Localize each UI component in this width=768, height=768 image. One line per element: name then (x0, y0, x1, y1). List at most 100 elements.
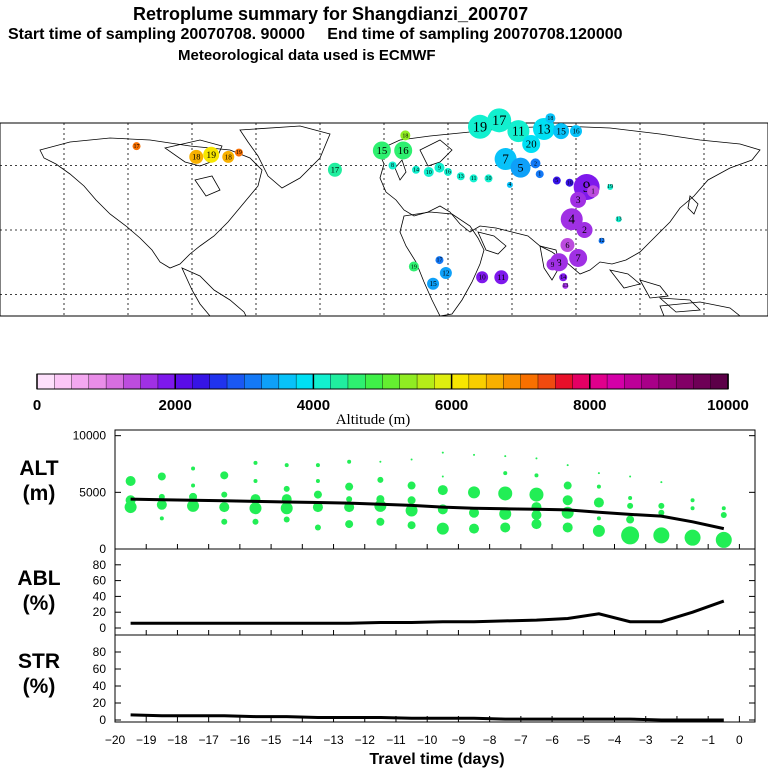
alt-particle (376, 517, 385, 526)
map-point (234, 148, 243, 157)
map-point-label: 18 (402, 133, 408, 139)
map-point (494, 270, 509, 285)
alt-particle (720, 512, 727, 518)
alt-particle (314, 524, 321, 531)
chart-title: Retroplume summary for Shangdianzi_20070… (133, 4, 529, 24)
map-point (522, 135, 541, 153)
map-point-label: 8 (391, 163, 394, 169)
alt-particle (566, 464, 569, 467)
y-tick-label: 60 (93, 574, 107, 588)
colorbar-cell (451, 373, 470, 390)
alt-particle (563, 481, 572, 490)
x-tick-label: 0 (736, 733, 743, 747)
alt-unit: (m) (23, 482, 56, 505)
alt-particle (219, 502, 230, 513)
colorbar-cell (192, 373, 211, 390)
map-point-label: 3 (576, 195, 581, 206)
map-point-label: 18 (547, 116, 553, 122)
y-tick-label: 0 (99, 713, 106, 727)
map-point-label: 16 (445, 170, 451, 176)
colorbar-cell (555, 373, 574, 390)
map-point (388, 161, 397, 170)
alt-particle (441, 451, 444, 454)
alt-particle (629, 475, 632, 478)
map-point-label: 13 (616, 216, 622, 222)
alt-particle (191, 483, 196, 488)
series-line-abl (130, 599, 725, 625)
y-tick-label: 5000 (79, 485, 106, 499)
map-point-label: 10 (486, 176, 492, 182)
map-point (587, 185, 600, 198)
alt-particle (715, 531, 732, 548)
map-point (546, 258, 559, 271)
map-point (487, 108, 512, 133)
alt-scatter (124, 451, 732, 548)
alt-particle (284, 463, 289, 468)
alt-particle (690, 498, 695, 503)
colorbar-label: Altitude (m) (336, 412, 411, 428)
alt-particle (187, 499, 200, 512)
map-point-label: 19 (411, 265, 417, 271)
map-point-label: 17 (134, 144, 140, 150)
alt-particle (628, 496, 633, 500)
map-point-label: 1 (538, 172, 541, 178)
x-tick-label: −6 (545, 733, 559, 747)
alt-particle (531, 519, 542, 530)
alt-particle (159, 516, 164, 521)
alt-particle (473, 453, 476, 456)
alt-particle (312, 502, 323, 513)
colorbar-cell (641, 373, 660, 390)
map-point (476, 271, 489, 284)
map-point-label: 15 (376, 145, 387, 157)
colorbar-cell (485, 373, 505, 390)
map-point-label: 14 (413, 167, 419, 173)
alt-particle (405, 504, 418, 517)
map-point (469, 174, 478, 183)
colorbar-cell (54, 373, 73, 390)
colorbar-tick-label: 10000 (707, 397, 749, 414)
colorbar-cell (572, 373, 591, 390)
colorbar-cell (313, 373, 332, 390)
x-tick-label: −5 (576, 733, 590, 747)
map-point-label: 7 (575, 253, 581, 265)
map-point (570, 125, 582, 138)
alt-particle (283, 516, 290, 523)
alt-particle (410, 458, 413, 461)
alt-y-axis: 10000 5000 0 (73, 429, 755, 556)
alt-particle (407, 521, 416, 530)
alt-particle (499, 507, 512, 520)
map-point (565, 178, 574, 187)
colorbar-cell (606, 373, 626, 390)
y-tick-label: 40 (93, 589, 107, 603)
map-point-label: 17 (436, 258, 442, 264)
str-y-axis: 80 60 40 20 0 (93, 645, 755, 727)
map-point-label: 17 (492, 113, 506, 129)
map-point (569, 248, 588, 267)
map-point-label: 12 (599, 238, 605, 244)
alt-particle (253, 479, 258, 483)
colorbar-cell (174, 373, 194, 390)
map-gridlines (0, 123, 768, 316)
map-point-label: 9 (438, 166, 441, 172)
colorbar-cell (434, 373, 453, 390)
alt-particle (407, 481, 416, 490)
map-point-label: 4 (568, 212, 575, 227)
sampling-times: Start time of sampling 20070708. 90000 E… (8, 26, 623, 43)
alt-particle (596, 516, 601, 521)
map-point-label: 6 (565, 241, 569, 250)
map-point (560, 208, 583, 231)
alt-particle (529, 487, 544, 502)
map-point-label: 15 (556, 126, 566, 137)
map-point (510, 157, 531, 178)
colorbar-cell (416, 373, 436, 390)
colorbar-cell (261, 373, 280, 390)
x-tick-label: −4 (608, 733, 622, 747)
alt-particle (562, 495, 573, 506)
colorbar-cell (468, 373, 487, 390)
alt-particle (374, 499, 387, 512)
x-tick-label: −15 (261, 733, 282, 747)
colorbar-cell (330, 373, 349, 390)
